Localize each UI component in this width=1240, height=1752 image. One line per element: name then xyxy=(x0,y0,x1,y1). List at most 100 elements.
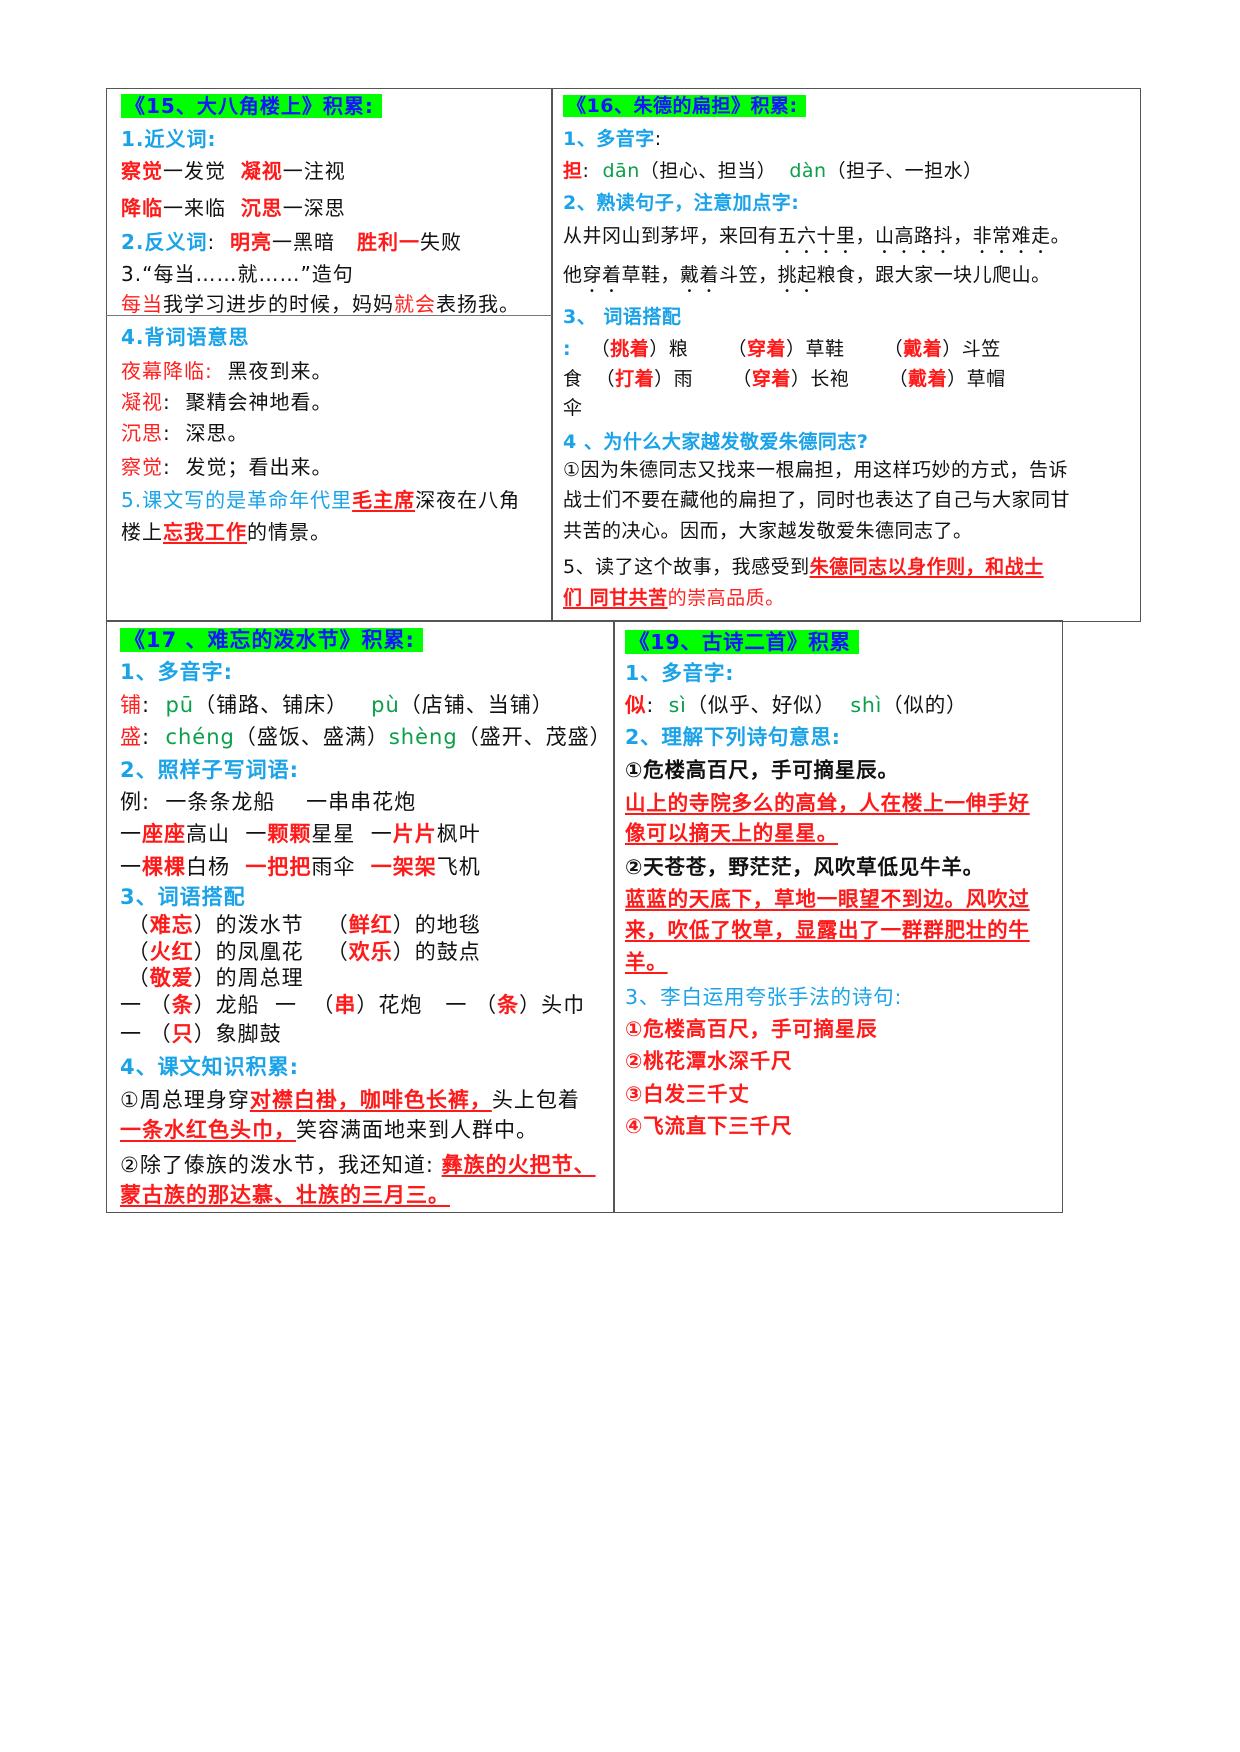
body-text: ， xyxy=(855,225,876,247)
body-text: （担子、一担水） xyxy=(826,160,983,182)
text-line: 3、词语搭配 xyxy=(120,884,246,910)
body-text: ）头巾 xyxy=(519,993,586,1017)
answer-text: 凝视 xyxy=(121,390,163,414)
heading-text: 5.课文写的是革命年代里 xyxy=(121,488,353,512)
text-line: 1、多音字: xyxy=(625,660,734,686)
answer-text: 铺 xyxy=(120,693,142,717)
section-title: 《17 、难忘的泼水节》积累: xyxy=(120,627,423,653)
text-line: ③白发三千丈 xyxy=(625,1081,750,1107)
body-text: 食 （ xyxy=(563,368,616,390)
pinyin-text: sì xyxy=(668,693,687,717)
body-text: （ xyxy=(120,966,150,990)
answer-text: 就会 xyxy=(394,292,436,316)
answer-text: 穿着 xyxy=(747,338,787,360)
body-text: 战士们不要在藏他的扁担了，同时也表达了自己与大家同甘 xyxy=(563,489,1071,511)
body-text: 5、读了这个故事，我感受到 xyxy=(563,556,810,578)
body-text: 高山 一 xyxy=(186,822,268,846)
text-line: 1、多音字: xyxy=(120,659,233,685)
table-cell-lesson-17 xyxy=(106,620,615,1213)
text-line: 像可以摘天上的星星。 xyxy=(625,820,838,846)
body-text: ）的凤凰花 （ xyxy=(193,940,349,964)
body-text: 楼上 xyxy=(121,520,163,544)
body-text: ）的泼水节 （ xyxy=(193,913,349,937)
body-text: 3.“每当……就……”造句 xyxy=(121,262,354,286)
body-text: ）的地毯 xyxy=(392,913,481,937)
body-text: （盛开、茂盛） xyxy=(457,725,612,749)
text-line: 4、课文知识积累: xyxy=(120,1054,299,1080)
body-text: ， xyxy=(953,225,973,247)
answer-text: 挑着 xyxy=(610,338,650,360)
text-line: : （挑着）粮 （穿着）草鞋 （戴着）斗笠 xyxy=(563,336,1001,362)
pinyin-text: chéng xyxy=(165,725,235,749)
body-text: : xyxy=(142,693,166,717)
text-line: 1.近义词: xyxy=(121,126,217,152)
answer-text: 条 xyxy=(497,993,520,1017)
body-text: （盛饭、盛满） xyxy=(234,725,389,749)
body-text: 一发觉 xyxy=(163,159,241,183)
answer-text: ②桃花潭水深千尺 xyxy=(625,1049,793,1073)
body-text: 一黑暗 xyxy=(271,230,358,254)
text-line: ④飞流直下三千尺 xyxy=(625,1113,792,1139)
text-line: 5.课文写的是革命年代里毛主席深夜在八角 xyxy=(121,487,520,513)
emphasized-text: 戴着 xyxy=(680,264,720,286)
body-text: 。 xyxy=(1050,225,1071,247)
text-line: 战士们不要在藏他的扁担了，同时也表达了自己与大家同甘 xyxy=(563,487,1070,513)
text-line: 4.背词语意思 xyxy=(121,324,250,350)
body-text: ②除了傣族的泼水节，我还知道: xyxy=(120,1153,442,1177)
underlined-answer: 毛主席 xyxy=(352,488,416,512)
text-line: 2、熟读句子，注意加点字: xyxy=(563,190,799,216)
text-line: 每当我学习进步的时候，妈妈就会表扬我。 xyxy=(121,291,520,317)
text-line: ①因为朱德同志又找来一根扁担，用这样巧妙的方式，告诉 xyxy=(563,457,1068,483)
text-line: 2、照样子写词语: xyxy=(120,757,299,783)
body-text: ）龙船 一 （ xyxy=(193,993,335,1017)
underlined-answer: 蓝蓝的天底下，草地一眼望不到边。风吹过 xyxy=(625,887,1030,911)
body-text: : 深思。 xyxy=(163,421,249,445)
body-text: 草鞋， xyxy=(621,264,681,286)
body-text: 枫叶 xyxy=(436,822,481,846)
body-text: 的情景。 xyxy=(247,520,331,544)
text-line: 楼上忘我工作的情景。 xyxy=(121,519,331,545)
emphasized-text: 挑起 xyxy=(777,264,817,286)
answer-text: 沉思 xyxy=(240,196,283,220)
pinyin-text: pū xyxy=(165,693,195,717)
answer-text: 似 xyxy=(625,693,647,717)
answer-text: 只 xyxy=(171,1022,194,1046)
heading-text: 3、李白运用夸张手法的诗句: xyxy=(625,985,903,1009)
answer-text: 鲜红 xyxy=(348,913,393,937)
text-line: 2、理解下列诗句意思: xyxy=(625,724,841,750)
body-text: 共苦的决心。因而，大家越发敬爱朱德同志了。 xyxy=(563,520,973,542)
text-line: 察觉: 发觉；看出来。 xyxy=(121,454,332,480)
heading-text: : xyxy=(563,338,572,360)
text-line: 3、李白运用夸张手法的诗句: xyxy=(625,984,902,1010)
body-text: : xyxy=(582,160,603,182)
underlined-answer: 蒙古族的那达慕、壮族的三月三。 xyxy=(120,1183,450,1207)
answer-text: 降临 xyxy=(121,196,163,220)
section-title: 《16、朱德的扁担》积累: xyxy=(563,93,806,119)
text-line: 凝视: 聚精会神地看。 xyxy=(121,389,332,415)
body-text: 飞机 xyxy=(436,855,481,879)
body-text: 一来临 xyxy=(163,196,241,220)
text-line: 一条水红色头巾，笑容满面地来到人群中。 xyxy=(120,1117,538,1143)
underlined-answer: 对襟白褂，咖啡色长裤， xyxy=(249,1088,492,1112)
body-text: （似的） xyxy=(882,693,968,717)
answer-text: ④飞流直下三千尺 xyxy=(625,1114,793,1138)
body-text: 他 xyxy=(563,264,583,286)
section-title: 《19、古诗二首》积累 xyxy=(625,629,859,655)
underlined-answer: 们 同甘共苦 xyxy=(563,587,668,609)
emphasized-text: 非常难走 xyxy=(972,225,1051,247)
body-text: ②天苍苍，野茫茫，风吹草低见牛羊。 xyxy=(625,855,984,879)
body-text: 一 （ xyxy=(120,1022,172,1046)
text-line: 共苦的决心。因而，大家越发敬爱朱德同志了。 xyxy=(563,518,973,544)
answer-text: 条 xyxy=(171,993,194,1017)
text-line: 山上的寺院多么的高耸，人在楼上一伸手好 xyxy=(625,790,1030,816)
heading-text: 4、课文知识积累: xyxy=(120,1055,300,1079)
text-line: 铺: pū（铺路、铺床） pù（店铺、当铺） xyxy=(120,692,554,718)
text-line: ②除了傣族的泼水节，我还知道: 彝族的火把节、 xyxy=(120,1152,596,1178)
body-text: 一深思 xyxy=(282,196,346,220)
text-line: 蒙古族的那达慕、壮族的三月三。 xyxy=(120,1182,450,1208)
text-line: 例: 一条条龙船 一串串花炮 xyxy=(120,789,416,815)
emphasized-text: 穿着 xyxy=(582,264,622,286)
body-text: ）草帽 xyxy=(947,368,1006,390)
answer-text: 明亮 xyxy=(229,230,272,254)
text-line: （敬爱）的周总理 xyxy=(120,965,304,991)
